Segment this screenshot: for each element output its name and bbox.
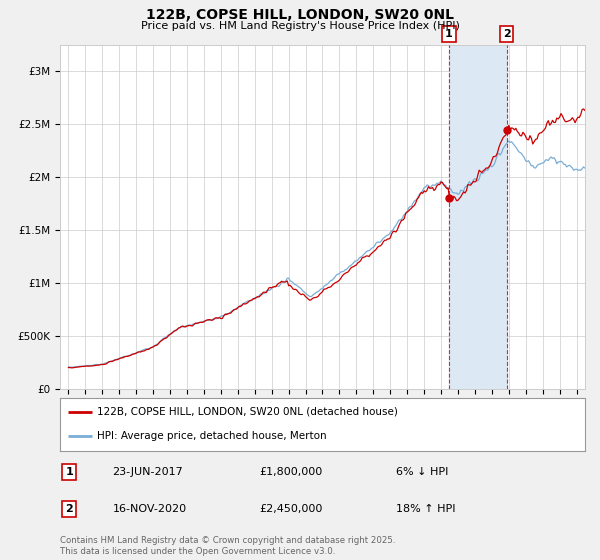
Text: £2,450,000: £2,450,000 <box>260 504 323 514</box>
Text: 23-JUN-2017: 23-JUN-2017 <box>113 467 183 477</box>
Bar <box>449 45 507 389</box>
Text: 2: 2 <box>503 29 511 39</box>
Text: Contains HM Land Registry data © Crown copyright and database right 2025.
This d: Contains HM Land Registry data © Crown c… <box>60 536 395 556</box>
Text: 1: 1 <box>65 467 73 477</box>
Text: 18% ↑ HPI: 18% ↑ HPI <box>396 504 455 514</box>
Text: Price paid vs. HM Land Registry's House Price Index (HPI): Price paid vs. HM Land Registry's House … <box>140 21 460 31</box>
Text: 122B, COPSE HILL, LONDON, SW20 0NL: 122B, COPSE HILL, LONDON, SW20 0NL <box>146 8 454 22</box>
Text: 6% ↓ HPI: 6% ↓ HPI <box>396 467 448 477</box>
Text: 1: 1 <box>445 29 453 39</box>
Text: 122B, COPSE HILL, LONDON, SW20 0NL (detached house): 122B, COPSE HILL, LONDON, SW20 0NL (deta… <box>97 407 398 417</box>
Text: HPI: Average price, detached house, Merton: HPI: Average price, detached house, Mert… <box>97 431 326 441</box>
Text: £1,800,000: £1,800,000 <box>260 467 323 477</box>
Text: 16-NOV-2020: 16-NOV-2020 <box>113 504 187 514</box>
Text: 2: 2 <box>65 504 73 514</box>
